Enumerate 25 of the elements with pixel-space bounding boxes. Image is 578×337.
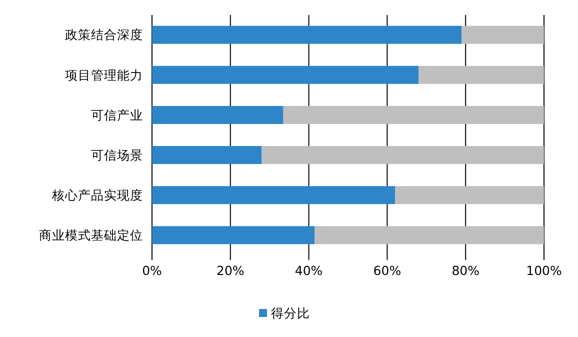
x-tick-label: 100% (526, 263, 562, 278)
bar (152, 226, 315, 244)
bar (152, 186, 396, 204)
bar (395, 186, 544, 204)
legend-label: 得分比 (271, 305, 310, 320)
y-tick-label: 可信产业 (91, 107, 143, 122)
bar (152, 146, 262, 164)
y-tick-label: 商业模式基础定位 (39, 228, 143, 243)
y-tick-label: 项目管理能力 (65, 67, 143, 82)
bar (283, 106, 544, 124)
y-tick-label: 政策结合深度 (65, 27, 143, 42)
bar (314, 226, 544, 244)
y-tick-label: 核心产品实现度 (51, 187, 143, 202)
x-tick-label: 0% (142, 263, 162, 278)
bar (418, 66, 544, 84)
x-tick-label: 60% (373, 263, 402, 278)
x-tick-label: 20% (216, 263, 244, 278)
bar (152, 106, 284, 124)
x-tick-label: 40% (294, 263, 323, 278)
x-tick-label: 80% (452, 263, 480, 278)
bar (152, 66, 419, 84)
bar (462, 26, 544, 44)
bar (262, 146, 544, 164)
bar (152, 26, 462, 44)
y-tick-label: 可信场景 (91, 147, 143, 162)
